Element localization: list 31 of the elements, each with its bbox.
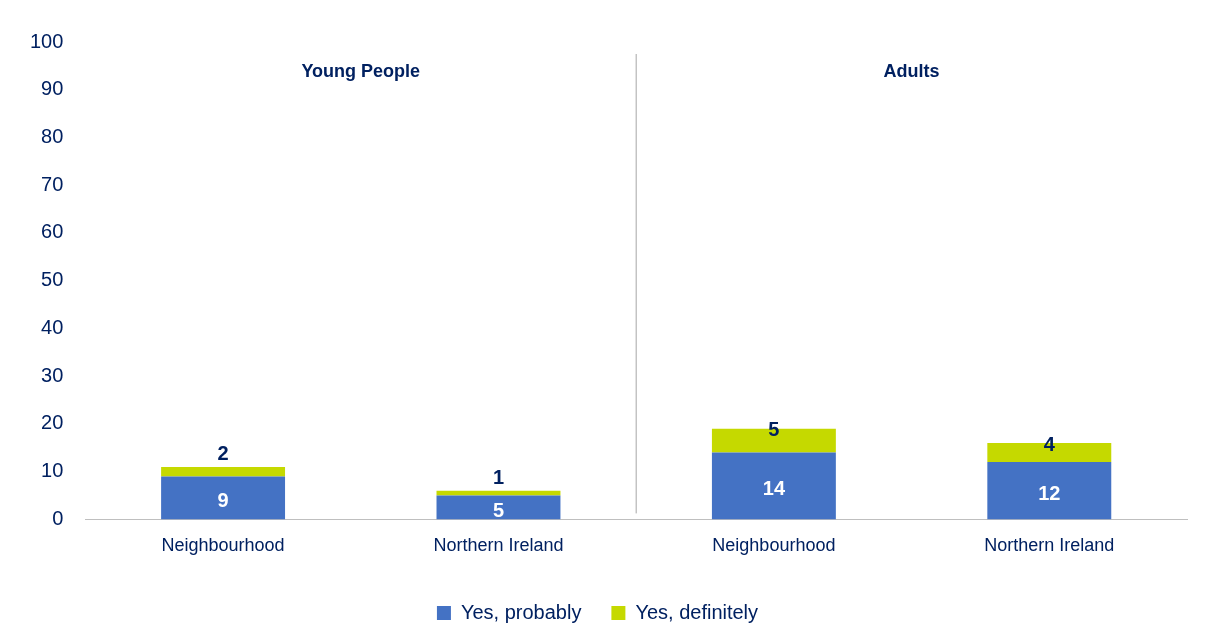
bar [161, 466, 286, 477]
data-label: 12 [1038, 482, 1061, 505]
y-tick-label: 50 [41, 268, 64, 291]
y-tick-label: 40 [41, 315, 64, 338]
data-label: 2 [217, 442, 229, 465]
bar [436, 490, 561, 496]
y-tick-label: 20 [41, 411, 64, 434]
y-tick-label: 100 [29, 29, 64, 52]
x-tick-label: Northern Ireland [984, 535, 1115, 556]
legend-label: Yes, probably [460, 600, 582, 623]
data-label: 1 [492, 466, 505, 489]
y-tick-label: 70 [41, 172, 64, 195]
bar [711, 452, 836, 520]
data-label: 9 [217, 489, 229, 512]
bar [987, 462, 1112, 520]
y-tick-label: 0 [52, 506, 64, 529]
data-label: 14 [762, 477, 786, 500]
y-tick-label: 80 [41, 125, 64, 147]
annotation: Adults [883, 60, 940, 81]
bar [161, 476, 286, 520]
legend-label: Yes, definitely [635, 600, 759, 623]
x-tick-label: Neighbourhood [161, 535, 285, 556]
data-label: 5 [492, 498, 505, 521]
bar [436, 495, 561, 520]
annotation: Young People [301, 60, 421, 81]
y-tick-label: 10 [41, 459, 64, 482]
y-tick-label: 60 [41, 220, 64, 243]
y-tick-label: 30 [41, 363, 64, 386]
x-tick-label: Neighbourhood [712, 535, 836, 556]
y-tick-label: 90 [41, 77, 64, 100]
x-tick-label: Northern Ireland [433, 535, 564, 556]
